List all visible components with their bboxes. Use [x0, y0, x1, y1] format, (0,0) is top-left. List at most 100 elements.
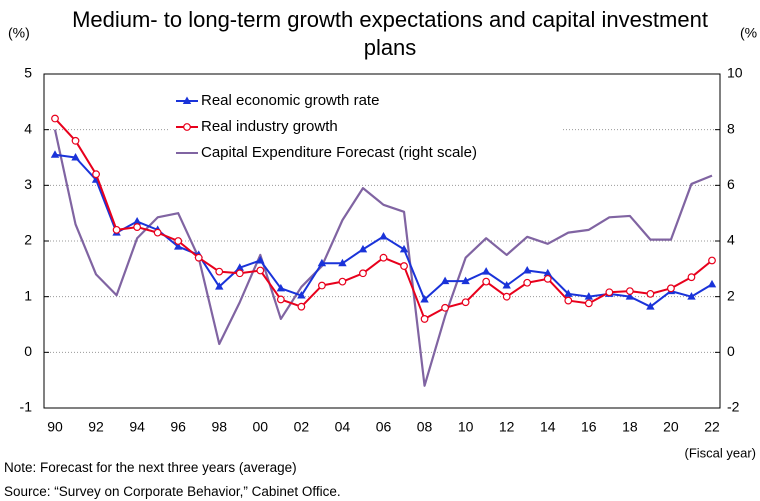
x-tick-label: 02: [294, 419, 310, 435]
x-tick-label: 90: [47, 419, 63, 435]
x-tick-label: 22: [704, 419, 720, 435]
marker: [153, 228, 162, 237]
marker: [132, 217, 142, 225]
marker: [173, 242, 183, 250]
marker: [502, 281, 511, 289]
y-tick-label: 0: [24, 343, 32, 359]
legend-marker: [182, 96, 192, 104]
marker: [667, 284, 675, 293]
marker: [440, 276, 450, 285]
y2-tick-label: -2: [727, 399, 740, 415]
marker: [687, 292, 696, 300]
marker: [584, 299, 593, 308]
marker: [297, 291, 306, 299]
x-tick-label: 94: [129, 419, 145, 435]
marker: [317, 258, 327, 267]
x-tick-label: 08: [417, 419, 433, 435]
marker: [523, 278, 532, 287]
y-tick-label: 4: [24, 120, 32, 136]
y2-tick-label: 6: [727, 176, 735, 192]
marker: [194, 253, 203, 262]
y2-tick-label: 4: [727, 232, 735, 248]
marker: [276, 283, 286, 292]
source: Source: “Survey on Corporate Behavior,” …: [4, 484, 341, 499]
marker: [543, 274, 552, 283]
x-tick-label: 18: [622, 419, 638, 435]
marker: [420, 315, 429, 323]
x-axis-label: (Fiscal year): [684, 445, 756, 460]
x-tick-label: 06: [376, 419, 392, 435]
legend-label: Real economic growth rate: [201, 92, 379, 109]
marker: [92, 170, 100, 179]
x-tick-label: 04: [335, 419, 351, 435]
marker: [646, 289, 655, 298]
marker: [338, 277, 347, 286]
marker: [112, 225, 121, 234]
plot-frame: [43, 73, 721, 409]
x-tick-label: 16: [581, 419, 597, 435]
marker: [379, 232, 388, 240]
marker: [338, 258, 347, 267]
marker: [51, 114, 59, 123]
marker: [502, 292, 511, 301]
marker: [481, 267, 491, 275]
x-tick-label: 14: [540, 419, 556, 435]
marker: [235, 263, 244, 271]
marker: [133, 223, 142, 231]
marker: [482, 277, 491, 286]
marker: [461, 276, 470, 285]
marker: [215, 267, 224, 276]
marker: [625, 287, 634, 296]
marker: [399, 244, 409, 253]
marker: [420, 294, 429, 303]
x-tick-label: 92: [88, 419, 104, 435]
marker: [235, 269, 244, 278]
marker: [318, 281, 326, 290]
marker: [687, 273, 696, 282]
marker: [461, 298, 470, 307]
marker: [543, 268, 552, 277]
marker: [379, 253, 388, 262]
legend-label: Capital Expenditure Forecast (right scal…: [201, 144, 477, 161]
note: Note: Forecast for the next three years …: [4, 460, 297, 475]
marker: [400, 262, 408, 270]
legend-label: Real industry growth: [201, 118, 338, 135]
marker: [646, 302, 655, 310]
marker: [256, 255, 265, 264]
marker: [71, 136, 80, 145]
x-tick-label: 12: [499, 419, 515, 435]
marker: [276, 295, 285, 304]
marker: [215, 282, 224, 290]
x-tick-label: 20: [663, 419, 679, 435]
y2-tick-label: 2: [727, 287, 735, 303]
y2-tick-label: 0: [727, 343, 735, 359]
y2-tick-label: 10: [727, 65, 743, 81]
y-axis-label: (%): [8, 25, 30, 41]
marker: [174, 237, 183, 245]
marker: [707, 279, 717, 288]
y-tick-label: 5: [24, 65, 32, 81]
y-tick-label: 1: [24, 287, 32, 303]
x-tick-label: 98: [211, 419, 227, 435]
legend-box: [170, 88, 562, 166]
marker: [708, 256, 716, 265]
marker: [358, 244, 368, 253]
marker: [359, 269, 367, 278]
marker: [441, 303, 449, 312]
x-tick-label: 10: [458, 419, 474, 435]
x-tick-label: 00: [253, 419, 269, 435]
y2-tick-label: 8: [727, 120, 735, 136]
marker: [605, 288, 614, 297]
marker: [564, 289, 573, 297]
marker: [564, 296, 573, 305]
legend-marker: [183, 123, 191, 131]
marker: [256, 266, 265, 275]
y-tick-label: 2: [24, 232, 32, 248]
chart-title: Medium- to long-term growth expectations…: [72, 7, 708, 60]
series-line: [53, 129, 713, 387]
x-tick-label: 96: [170, 419, 186, 435]
y-tick-label: -1: [20, 399, 33, 415]
marker: [50, 150, 60, 158]
